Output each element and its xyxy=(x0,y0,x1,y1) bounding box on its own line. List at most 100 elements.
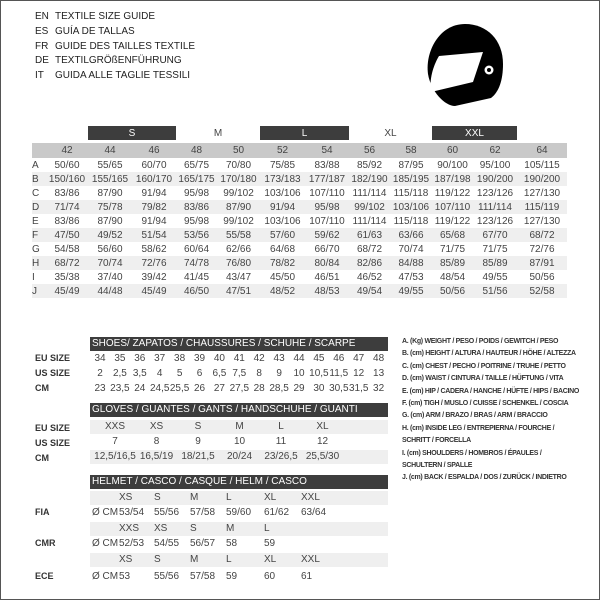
title-line: IT GUIDA ALLE TAGLIE TESSILI xyxy=(35,69,195,84)
size-number: 50 xyxy=(217,143,260,158)
shoe-size-value: 27 xyxy=(213,383,225,394)
measurement-value: 49/54 xyxy=(349,284,390,298)
measurement-value: 107/110 xyxy=(309,187,345,199)
measurement-value: 127/130 xyxy=(523,187,561,199)
measurement-value: 45/50 xyxy=(269,271,296,283)
measurement-value: 70/74 xyxy=(88,256,132,270)
helmet-cm-value: 52/53 xyxy=(119,538,145,549)
measurement-row: D 71/74 75/78 79/82 83/86 87/90 91/94 95/98 99/1… xyxy=(32,200,567,214)
glove-size-value: 25,5/30 xyxy=(305,451,340,462)
measurement-value: 48/52 xyxy=(260,284,305,298)
measurement-row: B 150/160 155/165 160/170 165/175 170/180 173/… xyxy=(32,172,567,186)
helmet-cm-value: 57/58 xyxy=(190,571,216,582)
helmet-value-row: Ø CM 53 55/56 57/58 59 60 61 xyxy=(90,570,388,584)
helmet-size-label: S xyxy=(154,492,161,503)
shoe-size-value: 2 xyxy=(97,368,103,379)
measurement-value: 56/60 xyxy=(97,243,123,255)
measurement-value: 49/52 xyxy=(88,228,132,242)
helmet-standard-label: CMR xyxy=(35,538,56,548)
glove-size-value: 11 xyxy=(275,436,287,447)
size-number: 48 xyxy=(176,143,217,158)
measurement-value: 75/85 xyxy=(269,159,296,171)
shoe-size-value: 26 xyxy=(193,383,206,394)
legend-line: SCHULTERN / SPALLE xyxy=(402,462,473,470)
helmet-value-row: Ø CM 53/54 55/56 57/58 59/60 61/62 63/64 xyxy=(90,506,388,520)
measurement-value: 47/53 xyxy=(398,271,424,283)
measurement-value: 115/119 xyxy=(517,200,567,214)
helmet-cm-value: 59 xyxy=(264,538,276,549)
shoe-size-value: 36 xyxy=(134,353,146,364)
glove-size-value: 12,5/16,5 xyxy=(94,451,136,462)
measurement-value: 41/45 xyxy=(183,271,210,283)
measurement-value: 68/72 xyxy=(356,243,383,255)
helmet-size-label: S xyxy=(190,523,197,534)
size-number: 46 xyxy=(132,143,176,158)
measurement-value: 75/78 xyxy=(88,200,132,214)
helmet-size-row: XS S M L XL XXL xyxy=(90,491,388,505)
size-band-xl: XL xyxy=(384,127,397,139)
shoe-size-value: 28,5 xyxy=(269,383,289,394)
measurement-row: G 54/58 56/60 58/62 60/64 62/66 64/68 66/70 68/7… xyxy=(32,242,567,256)
measurement-value: 87/90 xyxy=(97,215,123,227)
size-number: 42 xyxy=(46,143,88,158)
helmet-cm-value: 53/54 xyxy=(119,507,145,518)
measurement-value: 76/80 xyxy=(217,256,260,270)
shoe-size-value: 28 xyxy=(253,383,265,394)
measurement-value: 55/65 xyxy=(97,159,123,171)
legend-line: I. (cm) SHOULDERS / HOMBROS / ÉPAULES / xyxy=(402,449,542,457)
glove-size-value: 10 xyxy=(233,436,246,447)
measurement-value: 95/98 xyxy=(183,187,210,199)
helmet-size-label: M xyxy=(190,554,199,565)
glove-size-value: 12 xyxy=(316,436,329,447)
measurement-value: 165/175 xyxy=(176,172,217,186)
size-number: 64 xyxy=(517,143,567,158)
helmet-size-label: XS xyxy=(119,492,133,503)
measurement-value: 185/195 xyxy=(390,172,432,186)
measurement-value: 72/76 xyxy=(132,256,176,270)
measurement-value: 66/70 xyxy=(314,243,340,255)
size-band-row: S M L XL XXL xyxy=(32,126,567,140)
helmet-size-label: XS xyxy=(154,523,168,534)
glove-size-value: 9 xyxy=(195,436,201,447)
measurement-value: 99/102 xyxy=(223,187,254,199)
glove-size-value: L xyxy=(278,421,284,432)
measurement-value: 60/64 xyxy=(183,243,210,255)
helmet-cm-value: 55/56 xyxy=(154,571,180,582)
measurement-row: F 47/50 49/52 51/54 53/56 55/58 57/60 59/62 61/6… xyxy=(32,228,567,242)
helmet-size-row: XS S M L XL XXL xyxy=(90,553,388,567)
shoe-size-value: 23,5 xyxy=(110,383,130,394)
shoe-size-value: 13 xyxy=(373,368,385,379)
glove-size-value: M xyxy=(235,421,244,432)
measurement-value: 48/53 xyxy=(305,284,349,298)
measurement-value: 61/63 xyxy=(349,228,390,242)
measurement-value: 50/60 xyxy=(54,159,80,171)
helmet-cm-value: 63/64 xyxy=(301,507,327,518)
measurement-value: 190/200 xyxy=(473,172,517,186)
helmet-size-label: XXS xyxy=(119,523,140,534)
shoe-size-value: 44 xyxy=(293,353,305,364)
measurement-value: 150/160 xyxy=(46,172,88,186)
glove-size-value: XXS xyxy=(104,421,125,432)
measurement-value: 46/52 xyxy=(356,271,383,283)
legend-line: A. (Kg) WEIGHT / PESO / POIDS / GEWITCH … xyxy=(402,338,559,345)
measurement-value: 160/170 xyxy=(132,172,176,186)
legend-line: D. (cm) WAIST / CINTURA / TAILLE / HÜFTU… xyxy=(402,375,564,383)
helmet-cm-value: 58 xyxy=(226,538,238,549)
measurement-value: 65/75 xyxy=(183,159,210,171)
measurement-value: 87/95 xyxy=(398,159,424,171)
measurement-value: 44/48 xyxy=(88,284,132,298)
helmet-size-label: L xyxy=(264,523,270,534)
measurement-value: 91/94 xyxy=(260,200,305,214)
measurement-value: 62/66 xyxy=(225,243,252,255)
measurement-value: 119/122 xyxy=(434,215,471,227)
glove-row-label: US SIZE xyxy=(35,438,71,448)
shoe-size-value: 45 xyxy=(313,353,325,364)
measurement-value: 53/56 xyxy=(176,228,217,242)
measurement-legend: A. (Kg) WEIGHT / PESO / POIDS / GEWITCH … xyxy=(402,336,579,485)
shoe-size-value: 24,5 xyxy=(149,383,170,394)
title-line: DE TEXTILGRÖßENFÜHRUNG xyxy=(35,54,195,69)
spacer xyxy=(32,126,46,140)
gloves-header: GLOVES / GUANTES / GANTS / HANDSCHUHE / … xyxy=(90,403,388,417)
row-label: B xyxy=(32,172,46,186)
shoe-size-row: 2 2,5 3,5 4 5 6 6,5 7,5 8 9 10 10,5 11,5 12 13 xyxy=(90,367,388,381)
